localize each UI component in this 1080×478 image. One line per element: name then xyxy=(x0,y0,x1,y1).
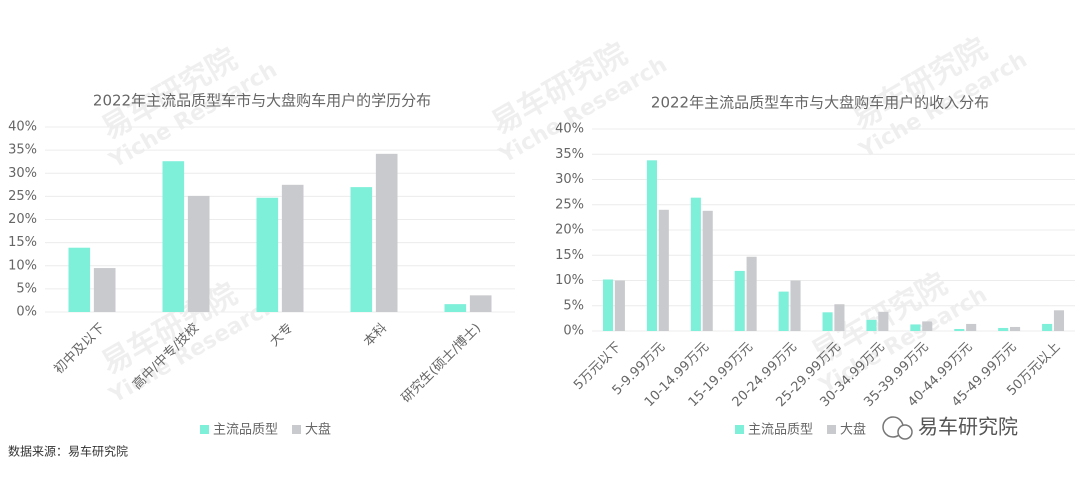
x-tick-label: 研究生(硕士/博士) xyxy=(399,321,484,406)
bar xyxy=(690,197,701,331)
y-tick-label: 5% xyxy=(16,281,37,296)
bar xyxy=(444,304,467,312)
bar xyxy=(281,184,304,312)
bar xyxy=(866,319,877,331)
legend-label: 主流品质型 xyxy=(748,423,813,438)
y-tick-label: 10% xyxy=(555,273,584,288)
bar xyxy=(162,161,185,312)
bar xyxy=(822,312,833,331)
bar xyxy=(878,311,889,331)
legend-label: 大盘 xyxy=(305,422,331,438)
y-tick-label: 5% xyxy=(563,298,584,313)
chart-title: 2022年主流品质型车市与大盘购车用户的学历分布 xyxy=(93,92,431,110)
x-tick-label: 大专 xyxy=(267,321,296,350)
y-tick-label: 35% xyxy=(8,143,37,158)
brand-logo: 易车研究院 xyxy=(882,415,1018,440)
bar xyxy=(1042,323,1053,331)
bar xyxy=(375,153,398,312)
bar xyxy=(1053,310,1065,331)
legend-swatch xyxy=(735,425,744,434)
y-tick-label: 25% xyxy=(555,197,584,212)
chart-title: 2022年主流品质型车市与大盘购车用户的收入分布 xyxy=(651,94,989,112)
y-tick-label: 30% xyxy=(8,166,37,181)
legend-swatch xyxy=(200,425,209,434)
y-tick-label: 0% xyxy=(16,305,37,320)
bar xyxy=(702,210,713,331)
bar xyxy=(922,321,933,331)
bar xyxy=(910,324,921,331)
y-tick-label: 10% xyxy=(8,258,37,273)
y-tick-label: 30% xyxy=(555,172,584,187)
legend-label: 主流品质型 xyxy=(213,423,278,438)
y-tick-label: 40% xyxy=(555,122,584,137)
y-tick-label: 20% xyxy=(555,223,584,238)
bar xyxy=(187,195,210,312)
legend-swatch xyxy=(827,425,837,434)
x-tick-label: 本科 xyxy=(361,321,390,350)
legend-swatch xyxy=(292,425,302,434)
bar xyxy=(646,160,657,331)
bar xyxy=(954,328,965,331)
bar xyxy=(469,295,492,312)
y-tick-label: 40% xyxy=(8,120,37,135)
brand-name: 易车研究院 xyxy=(918,415,1018,439)
bar xyxy=(746,256,757,331)
bar xyxy=(998,327,1009,331)
y-tick-label: 15% xyxy=(555,248,584,263)
bar xyxy=(734,270,745,331)
logo-icon xyxy=(897,424,913,440)
bar xyxy=(68,247,91,312)
bar xyxy=(778,291,789,331)
bar xyxy=(93,268,116,312)
bar xyxy=(350,187,373,312)
y-tick-label: 0% xyxy=(563,324,584,339)
y-tick-label: 35% xyxy=(555,147,584,162)
bar xyxy=(834,304,845,331)
bar xyxy=(658,209,669,331)
bar xyxy=(256,197,279,312)
source-note: 数据来源：易车研究院 xyxy=(8,444,128,459)
y-tick-label: 15% xyxy=(8,235,37,250)
y-tick-label: 20% xyxy=(8,212,37,227)
legend-label: 大盘 xyxy=(840,422,866,438)
bar xyxy=(966,323,977,331)
bar xyxy=(790,280,801,331)
bar xyxy=(602,279,614,331)
y-tick-label: 25% xyxy=(8,189,37,204)
bar xyxy=(614,280,625,331)
bar xyxy=(1010,326,1021,331)
